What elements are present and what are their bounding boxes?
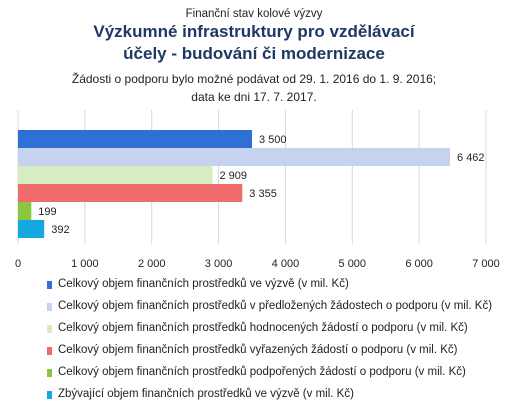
x-tick-label: 0 — [15, 258, 21, 270]
x-tick-label: 2 000 — [138, 258, 166, 270]
legend-swatch — [47, 325, 52, 333]
x-tick-label: 4 000 — [272, 258, 300, 270]
legend-swatch — [47, 281, 52, 289]
data-label: 2 909 — [219, 170, 247, 182]
bar — [18, 130, 252, 148]
x-tick-label: 7 000 — [472, 258, 500, 270]
chart-supertitle: Finanční stav kolové výzvy — [185, 8, 323, 20]
bar — [18, 202, 32, 220]
x-tick-label: 3 000 — [205, 258, 233, 270]
legend-swatch — [47, 391, 52, 399]
bar — [18, 166, 213, 184]
data-label: 3 355 — [249, 188, 277, 200]
data-label: 392 — [51, 224, 69, 236]
legend-label: Zbývající objem finančních prostředků ve… — [58, 388, 354, 400]
bar — [18, 184, 243, 202]
chart-title-line-1: Výzkumné infrastruktury pro vzdělávací — [93, 22, 415, 41]
data-label: 6 462 — [457, 152, 485, 164]
x-tick-label: 1 000 — [71, 258, 99, 270]
legend-swatch — [47, 369, 52, 377]
legend-label: Celkový objem finančních prostředků ve v… — [58, 278, 349, 290]
legend-label: Celkový objem finančních prostředků hodn… — [58, 322, 468, 334]
legend-swatch — [47, 347, 52, 355]
data-label: 199 — [38, 206, 56, 218]
legend-swatch — [47, 303, 52, 311]
chart-subtitle-line-1: Žádosti o podporu bylo možné podávat od … — [71, 72, 437, 86]
bar — [18, 148, 451, 166]
legend-label: Celkový objem finančních prostředků podp… — [58, 366, 466, 378]
x-tick-label: 6 000 — [405, 258, 433, 270]
bar — [18, 220, 45, 238]
chart-subtitle-line-2: data ke dni 17. 7. 2017. — [191, 90, 317, 104]
data-label: 3 500 — [259, 134, 287, 146]
legend-label: Celkový objem finančních prostředků vyřa… — [58, 344, 458, 356]
chart-title-line-2: účely - budování či modernizace — [123, 44, 385, 63]
legend-label: Celkový objem finančních prostředků v př… — [58, 300, 493, 312]
x-tick-label: 5 000 — [339, 258, 367, 270]
